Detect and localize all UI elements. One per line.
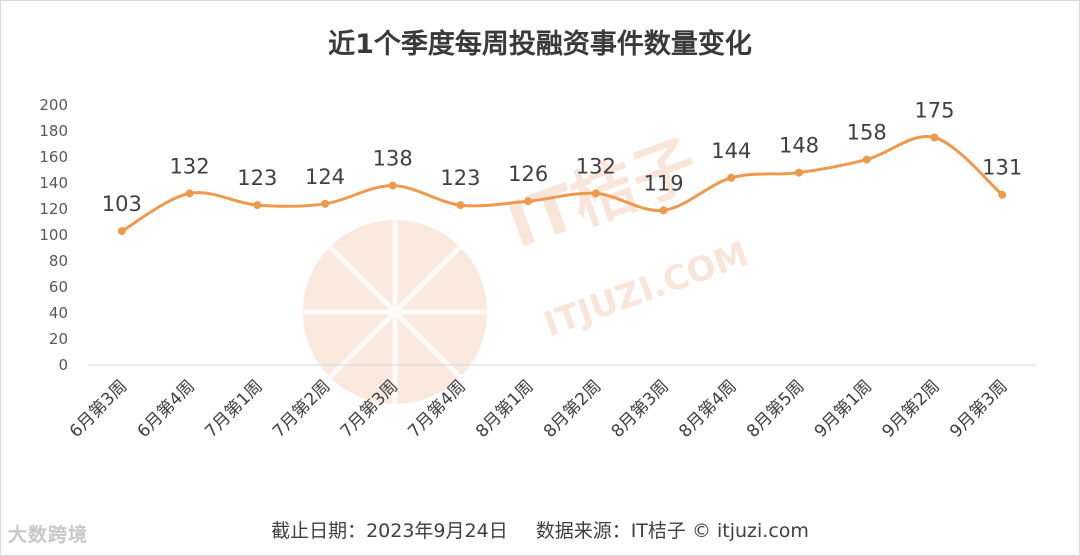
y-tick-label: 20 [49,330,68,348]
x-tick-label: 9月第3周 [946,376,1012,442]
data-label: 124 [305,165,345,189]
data-label: 148 [779,134,819,158]
data-point [727,173,736,182]
data-label: 119 [644,171,684,195]
y-tick-label: 0 [58,356,68,374]
data-point [524,197,533,206]
y-tick-label: 140 [39,174,68,192]
x-tick-label: 8月第5周 [743,376,809,442]
x-tick-label: 8月第2周 [540,376,606,442]
data-label: 103 [102,192,142,216]
watermark-segment [393,310,462,379]
y-tick-label: 120 [39,200,68,218]
data-label: 132 [576,154,616,178]
data-point [185,189,194,198]
data-point [591,189,600,198]
data-labels: 103 132 123 124 138 123 126 132 119 144 148 158 175 1… [102,99,1022,217]
data-label: 132 [170,154,210,178]
chart-series [117,133,1007,236]
data-label: 144 [711,139,751,163]
watermark-domain: ITJUZI.COM [539,234,754,345]
x-tick-label: 7月第1周 [201,376,267,442]
data-label: 123 [237,166,277,190]
x-tick-label: 9月第1周 [811,376,877,442]
data-point [795,168,803,177]
chart-footer: 截止日期：2023年9月24日 数据来源：IT桔子 © itjuzi.com [0,516,1080,543]
data-label: 126 [508,162,548,186]
data-label: 175 [914,99,954,123]
x-tick-label: 8月第3周 [608,376,674,442]
data-point [388,181,397,190]
x-tick-label: 8月第1周 [472,376,538,442]
data-label: 131 [982,156,1022,180]
watermark-segment [328,310,397,379]
y-tick-label: 60 [49,278,68,296]
data-point [930,133,939,142]
data-label: 158 [847,121,887,145]
x-tick-label: 6月第4周 [134,376,200,442]
x-tick-label: 6月第3周 [66,376,132,442]
y-tick-label: 180 [39,122,68,140]
y-tick-label: 40 [49,304,68,322]
data-point [659,206,668,215]
x-tick-label: 9月第2周 [878,376,944,442]
data-point [998,190,1007,199]
y-tick-label: 80 [49,252,68,270]
data-point [862,155,871,164]
cutoff-date: 截止日期：2023年9月24日 [271,520,508,542]
corner-brand: 大数跨境 [8,524,89,546]
data-point [253,201,262,210]
y-tick-label: 100 [39,226,68,244]
data-point [117,227,126,236]
y-tick-label: 160 [39,148,68,166]
chart-title: 近1个季度每周投融资事件数量变化 [328,29,752,60]
x-tick-label: 7月第2周 [269,376,335,442]
data-label: 138 [373,147,413,171]
data-point [456,201,465,210]
x-tick-label: 8月第4周 [675,376,741,442]
data-label: 123 [440,166,480,190]
y-tick-label: 200 [39,96,68,114]
watermark-segment [328,245,397,314]
watermark-segment [393,245,462,314]
data-source: 数据来源：IT桔子 © itjuzi.com [535,520,809,542]
data-point [321,199,329,208]
